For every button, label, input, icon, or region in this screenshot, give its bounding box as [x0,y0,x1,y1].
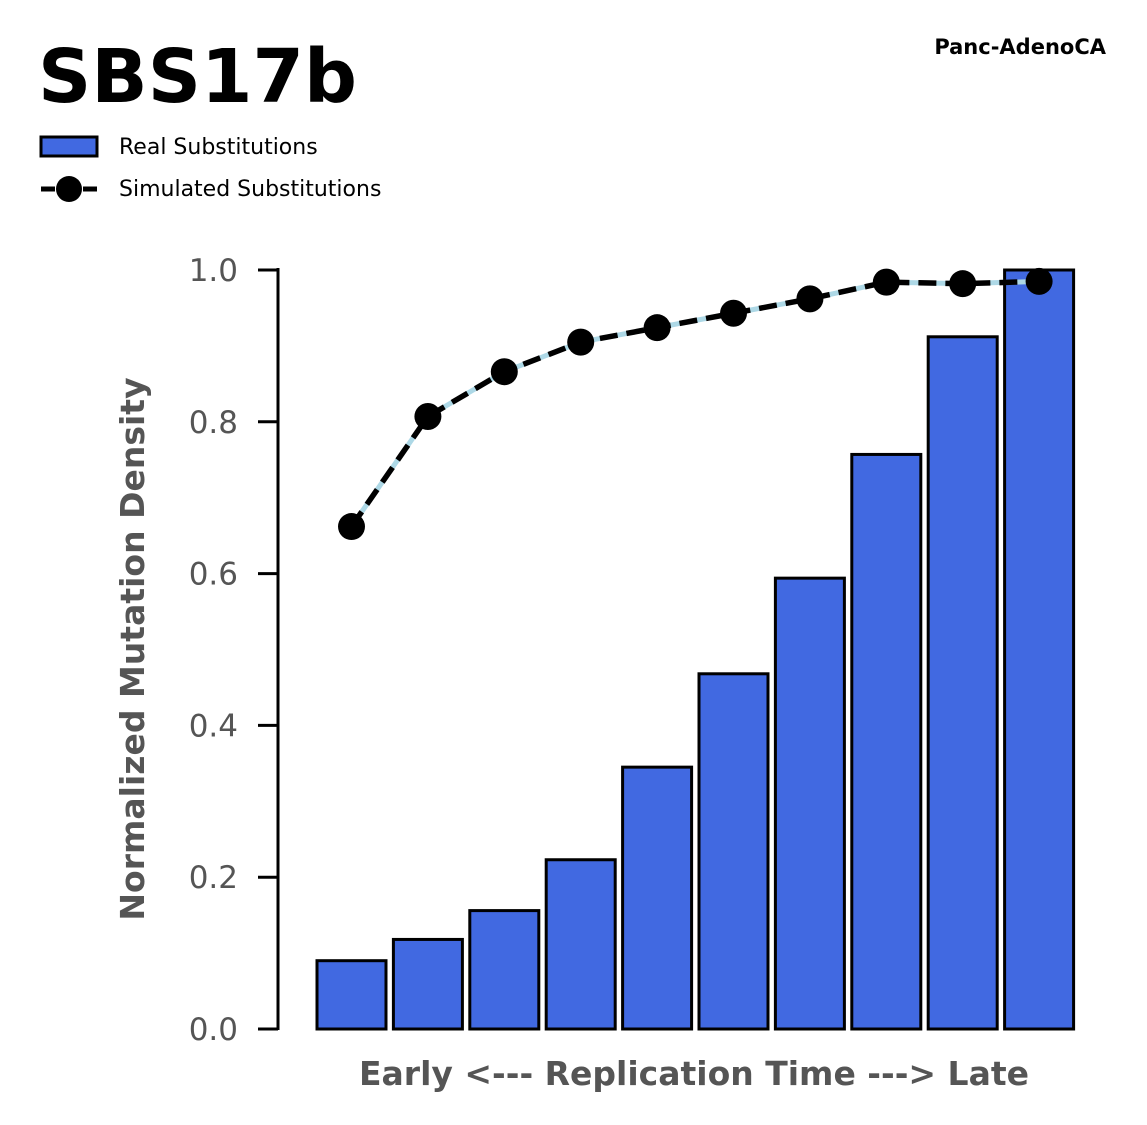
x-axis-label: Early <--- Replication Time ---> Late [359,1054,1029,1093]
y-tick-label: 0.8 [189,405,238,441]
y-axis: 0.0 0.2 0.4 0.6 0.8 1.0 [189,253,280,1048]
sim-point [1025,267,1053,295]
chart-title: SBS17b [38,34,357,120]
sim-point [796,285,824,313]
legend-sim-label: Simulated Substitutions [119,177,381,202]
sim-point [490,358,518,386]
sim-point [567,328,595,356]
sim-line-dashed [349,278,1040,529]
legend-real-label: Real Substitutions [119,135,318,160]
y-tick-label: 0.2 [189,860,238,896]
legend: Real Substitutions Simulated Substitutio… [39,135,381,202]
sim-point [338,513,365,541]
bar [926,335,999,1031]
y-axis-label: Normalized Mutation Density [113,377,152,920]
sim-point [949,270,977,298]
sim-point [414,402,442,430]
sim-point [720,299,747,327]
bar [697,672,770,1031]
y-tick-label: 1.0 [189,253,238,289]
bar [544,858,617,1031]
sim-point [643,314,671,342]
legend-real-swatch [39,135,99,158]
sim-point [872,268,900,296]
legend-sim-marker [56,176,82,202]
bar [1003,268,1076,1031]
y-tick-label: 0.6 [189,557,238,593]
y-tick-label: 0.0 [189,1012,238,1048]
bar [850,452,923,1031]
y-tick-label: 0.4 [189,708,238,744]
bar [315,959,388,1031]
bar [621,765,694,1031]
bar [468,909,541,1031]
bars [315,268,1076,1031]
simulated-line [338,267,1053,541]
cancer-type-label: Panc-AdenoCA [934,35,1106,59]
bar [773,576,846,1031]
bar [391,937,464,1031]
